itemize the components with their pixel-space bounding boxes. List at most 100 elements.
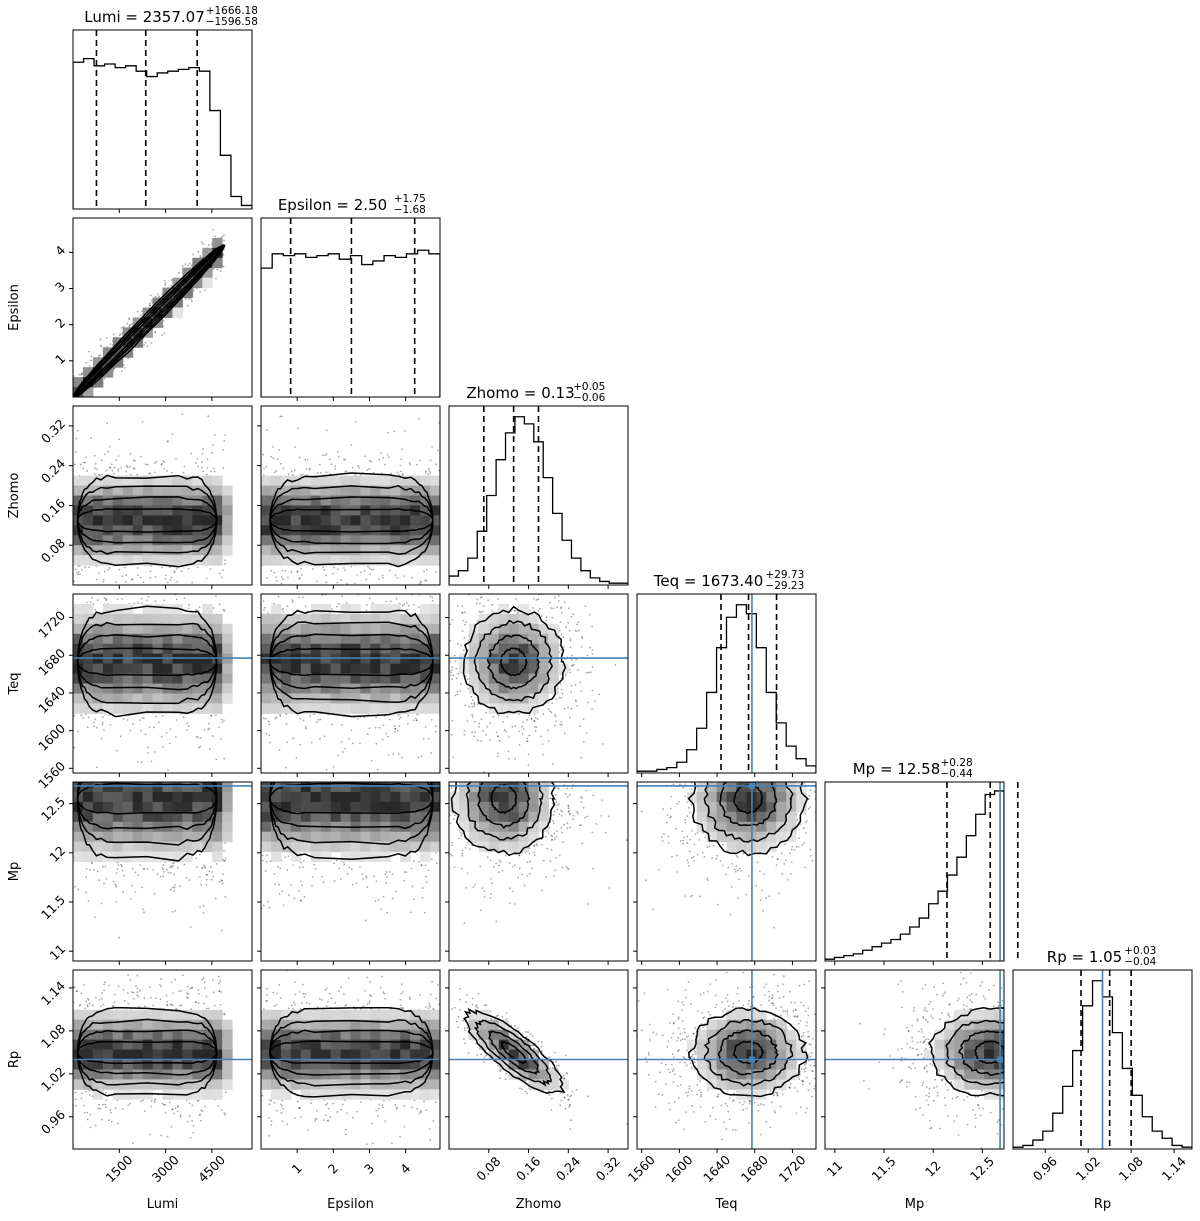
- sample-point: [318, 463, 321, 466]
- density-cell: [102, 525, 114, 536]
- sample-point: [220, 576, 223, 579]
- density-cell: [122, 653, 134, 665]
- density-cell: [350, 545, 361, 556]
- density-cell: [162, 505, 173, 516]
- sample-point: [123, 566, 126, 569]
- sample-point: [119, 333, 122, 335]
- density-cell: [122, 535, 134, 546]
- contour-1: [73, 244, 226, 397]
- density-cell: [310, 535, 322, 546]
- density-cell: [102, 683, 114, 694]
- sample-point: [279, 415, 282, 418]
- sample-point: [118, 334, 121, 337]
- density-cell: [122, 693, 134, 704]
- density-cell: [82, 475, 94, 487]
- density-cell: [152, 545, 163, 556]
- density-cell: [172, 683, 183, 694]
- density-cell: [102, 633, 114, 645]
- sample-point: [403, 603, 406, 606]
- density-cell: [212, 643, 223, 655]
- density-cell: [102, 693, 114, 704]
- sample-point: [118, 568, 121, 571]
- sample-point: [103, 377, 106, 380]
- sample-point: [308, 468, 311, 471]
- density-cell: [132, 505, 144, 516]
- sample-point: [221, 589, 223, 591]
- sample-point: [97, 572, 100, 575]
- sample-point: [160, 463, 163, 466]
- sample-point: [202, 243, 204, 245]
- sample-point: [395, 597, 398, 600]
- sample-point: [162, 320, 165, 322]
- sample-point: [175, 457, 177, 460]
- title-epsilon: Epsilon = 2.50: [278, 196, 387, 214]
- sample-point: [414, 717, 417, 720]
- sample-point: [207, 244, 210, 246]
- sample-point: [117, 455, 120, 457]
- sample-point: [139, 576, 142, 579]
- sample-point: [213, 470, 216, 473]
- density-cell: [182, 505, 193, 516]
- sample-point: [140, 590, 142, 592]
- sample-point: [327, 590, 329, 592]
- density-cell: [350, 555, 361, 566]
- sample-point: [442, 514, 444, 516]
- density-cell: [192, 495, 203, 506]
- density-cell: [350, 475, 361, 487]
- sample-point: [441, 535, 443, 537]
- density-cell: [202, 643, 213, 655]
- density-cell: [82, 603, 94, 615]
- sample-point: [291, 599, 294, 602]
- sample-point: [265, 465, 268, 468]
- sample-point: [96, 468, 98, 471]
- density-cell: [92, 633, 104, 645]
- density-cell: [92, 703, 104, 714]
- panels-layer: Lumi = 2357.07 +1666.18−1596.581234Epsilo…: [7, 5, 1193, 1212]
- density-cell: [142, 603, 154, 615]
- sample-point: [310, 741, 313, 744]
- sample-point: [91, 586, 93, 588]
- sample-point: [160, 566, 163, 569]
- sample-point: [149, 304, 152, 307]
- sample-point: [191, 581, 194, 584]
- density-cell: [380, 545, 391, 556]
- sample-point: [165, 732, 168, 734]
- sample-point: [363, 570, 366, 572]
- sample-point: [210, 580, 212, 582]
- sample-point: [386, 453, 389, 456]
- sample-point: [105, 469, 108, 472]
- sample-point: [149, 294, 152, 297]
- sample-point: [147, 589, 149, 591]
- density-cell: [330, 555, 342, 566]
- sample-point: [215, 714, 217, 717]
- sample-point: [163, 467, 166, 470]
- density-cell: [202, 633, 213, 645]
- density-cell: [310, 555, 322, 566]
- sample-point: [69, 461, 71, 463]
- sample-point: [366, 733, 369, 735]
- sample-point: [387, 456, 390, 459]
- sample-point: [142, 581, 145, 584]
- density-cell: [280, 485, 292, 496]
- sample-point: [107, 573, 109, 575]
- density-cell: [430, 505, 440, 516]
- sample-point: [147, 746, 149, 749]
- sample-point: [273, 571, 276, 574]
- density-cell: [202, 653, 213, 665]
- density-cell: [102, 673, 114, 684]
- sample-point: [405, 591, 407, 593]
- density-cell: [310, 485, 322, 496]
- sample-point: [418, 583, 421, 585]
- density-cell: [162, 653, 173, 665]
- sample-point: [149, 472, 152, 474]
- density-cell: [102, 367, 114, 378]
- sample-point: [120, 466, 123, 469]
- density-cell: [132, 495, 144, 506]
- sample-point: [75, 451, 78, 453]
- density-cell: [202, 277, 213, 289]
- density-cell: [310, 475, 322, 487]
- sample-point: [148, 472, 150, 475]
- density-cell: [102, 475, 114, 487]
- sample-point: [396, 471, 399, 474]
- density-cell: [430, 535, 440, 546]
